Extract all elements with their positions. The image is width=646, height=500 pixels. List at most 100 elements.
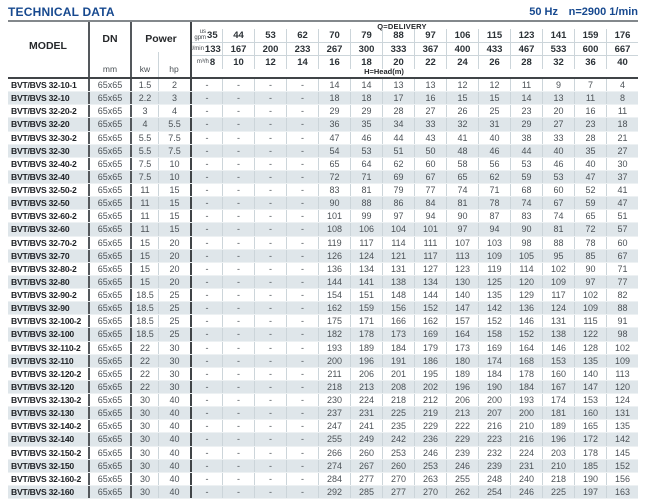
kw-cell: 2.2	[130, 92, 158, 105]
head-value-cell: 117	[542, 289, 574, 302]
hp-cell: 5.5	[158, 118, 190, 131]
head-value-cell: 13	[382, 79, 414, 92]
head-value-cell: -	[190, 170, 222, 183]
head-value-cell: -	[254, 197, 286, 210]
dn-cell: 65x65	[88, 354, 130, 367]
hp-cell: 20	[158, 249, 190, 262]
kw-cell: 30	[130, 446, 158, 459]
flow-value-cell: 12	[254, 56, 286, 69]
head-value-cell: 197	[574, 485, 606, 498]
head-value-cell: 71	[606, 262, 638, 275]
head-value-cell: 4	[606, 79, 638, 92]
hp-cell: 25	[158, 328, 190, 341]
hp-unit-label: hp	[169, 64, 179, 74]
head-value-cell: 147	[446, 302, 478, 315]
head-value-cell: 236	[414, 433, 446, 446]
head-value-cell: 18	[350, 92, 382, 105]
kw-cell: 22	[130, 354, 158, 367]
head-value-cell: 218	[382, 394, 414, 407]
head-value-cell: 68	[510, 184, 542, 197]
head-value-cell: -	[222, 328, 254, 341]
head-value-cell: -	[286, 184, 318, 197]
head-value-cell: 21	[606, 131, 638, 144]
dn-cell: 65x65	[88, 131, 130, 144]
head-value-cell: 87	[478, 210, 510, 223]
head-value-cell: 230	[318, 394, 350, 407]
head-value-cell: 263	[414, 472, 446, 485]
head-value-cell: 13	[542, 92, 574, 105]
head-value-cell: 97	[382, 210, 414, 223]
head-value-cell: 35	[574, 144, 606, 157]
head-value-cell: 59	[510, 170, 542, 183]
head-value-cell: 108	[318, 223, 350, 236]
head-value-cell: -	[254, 275, 286, 288]
head-value-cell: 207	[478, 407, 510, 420]
head-value-cell: 44	[510, 144, 542, 157]
head-value-cell: 213	[350, 380, 382, 393]
head-value-cell: 122	[574, 328, 606, 341]
table-row: BVT/BVS 32-60 65x65 11 15- - - -108 106 104 101 97…	[8, 223, 638, 237]
dn-cell: 65x65	[88, 157, 130, 170]
head-value-cell: -	[254, 144, 286, 157]
dn-cell: 65x65	[88, 79, 130, 92]
head-value-cell: 62	[382, 157, 414, 170]
dn-cell: 65x65	[88, 302, 130, 315]
head-value-cell: 189	[350, 341, 382, 354]
head-value-cell: 84	[414, 197, 446, 210]
head-value-cell: -	[286, 197, 318, 210]
head-value-cell: 47	[318, 131, 350, 144]
table-row: BVT/BVS 32-30-2 65x65 5.5 7.5- - - -47 46 44 43 41…	[8, 131, 638, 145]
hp-cell: 40	[158, 433, 190, 446]
flow-row-usgpm: us gpm 35 44 53 62 70 79 88 97 106 115 123 141 159 176	[190, 29, 638, 42]
flow-value-cell: 53	[254, 29, 286, 42]
table-row: BVT/BVS 32-70-2 65x65 15 20- - - -119 117 114 111…	[8, 236, 638, 250]
table-row: BVT/BVS 32-50 65x65 11 15- - - -90 88 86 84 81 78 74…	[8, 197, 638, 211]
head-value-cell: 249	[350, 433, 382, 446]
flow-value-cell: 433	[478, 43, 510, 56]
head-value-cell: 184	[382, 341, 414, 354]
head-value-cell: 88	[350, 197, 382, 210]
head-value-cell: 109	[574, 302, 606, 315]
table-row: BVT/BVS 32-40-2 65x65 7.5 10- - - -65 64 62 60 58 5…	[8, 157, 638, 171]
head-value-cell: 47	[574, 170, 606, 183]
hp-cell: 40	[158, 459, 190, 472]
hp-cell: 10	[158, 157, 190, 170]
head-value-cell: 53	[542, 170, 574, 183]
head-value-cell: 146	[510, 315, 542, 328]
head-value-cell: 212	[414, 394, 446, 407]
table-row: BVT/BVS 32-160 65x65 30 40- - - -292 285 277 270 2…	[8, 485, 638, 499]
frequency-label: 50 Hz	[529, 6, 558, 18]
head-value-cell: -	[222, 131, 254, 144]
head-value-cell: 11	[606, 105, 638, 118]
head-value-cell: -	[254, 118, 286, 131]
head-value-cell: -	[222, 197, 254, 210]
head-value-cell: -	[190, 367, 222, 380]
head-value-cell: 121	[382, 249, 414, 262]
head-value-cell: 12	[446, 79, 478, 92]
head-value-cell: -	[190, 79, 222, 92]
head-value-cell: -	[222, 105, 254, 118]
head-value-cell: -	[222, 433, 254, 446]
model-cell: BVT/BVS 32-50-2	[11, 185, 77, 196]
head-value-cell: 138	[382, 275, 414, 288]
head-value-cell: -	[222, 249, 254, 262]
head-value-cell: -	[190, 302, 222, 315]
head-value-cell: 41	[606, 184, 638, 197]
head-value-cell: 11	[574, 92, 606, 105]
head-value-cell: 179	[414, 341, 446, 354]
head-value-cell: 162	[414, 315, 446, 328]
head-value-cell: 182	[318, 328, 350, 341]
head-value-cell: 168	[510, 354, 542, 367]
head-value-cell: -	[254, 394, 286, 407]
model-cell: BVT/BVS 32-70	[11, 250, 70, 261]
head-value-cell: 90	[510, 223, 542, 236]
head-value-cell: 60	[542, 184, 574, 197]
head-value-cell: 72	[574, 223, 606, 236]
kw-cell: 22	[130, 380, 158, 393]
head-value-cell: -	[254, 79, 286, 92]
head-value-cell: 94	[478, 223, 510, 236]
head-value-cell: 33	[414, 118, 446, 131]
head-value-cell: 28	[574, 131, 606, 144]
head-value-cell: 219	[414, 407, 446, 420]
head-value-cell: 248	[478, 472, 510, 485]
